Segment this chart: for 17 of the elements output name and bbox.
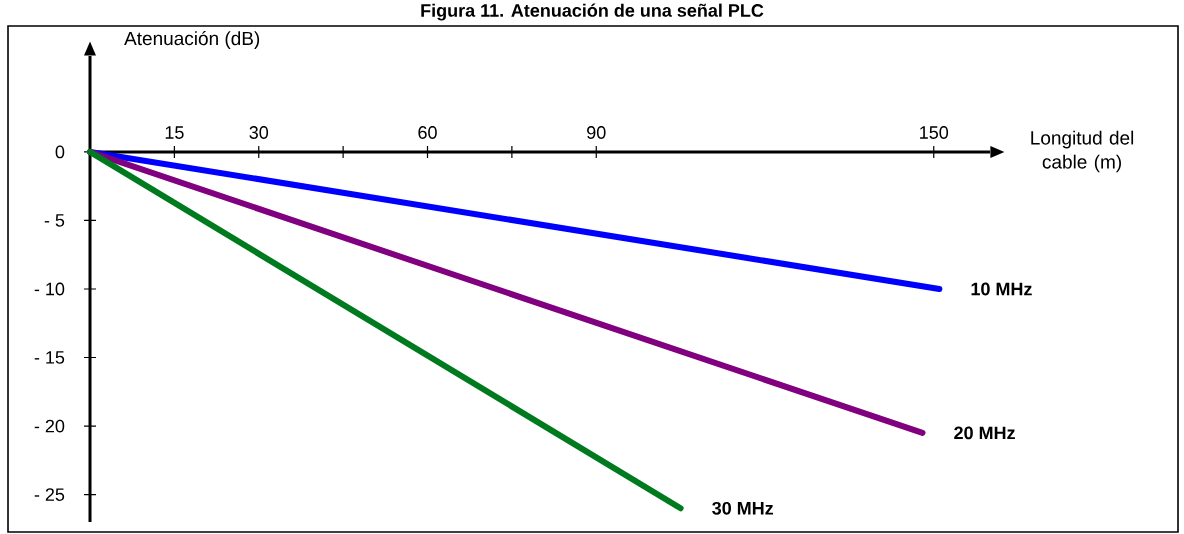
- y-tick-label: - 20: [34, 419, 65, 433]
- x-tick-label: 90: [587, 126, 606, 139]
- y-tick-label: - 5: [44, 214, 65, 227]
- series-label: 20 MHz: [954, 426, 1015, 440]
- x-tick-label: 150: [920, 126, 949, 139]
- x-tick-label: 15: [165, 126, 184, 139]
- x-axis-title: Longitud del cable (m): [1031, 130, 1134, 173]
- chart-title: Figura 11. Atenuación de una señal PLC: [421, 3, 764, 21]
- x-tick-label: 30: [249, 126, 269, 139]
- y-axis-title: Atenuación (dB): [124, 31, 260, 49]
- series-label: 10 MHz: [971, 282, 1032, 296]
- y-tick-label: - 15: [34, 351, 65, 364]
- x-tick-label: 60: [418, 126, 437, 139]
- y-tick-label: 0: [55, 145, 65, 159]
- y-tick-label: - 25: [34, 488, 65, 501]
- y-tick-label: - 10: [34, 282, 65, 296]
- series-label: 30 MHz: [712, 501, 774, 515]
